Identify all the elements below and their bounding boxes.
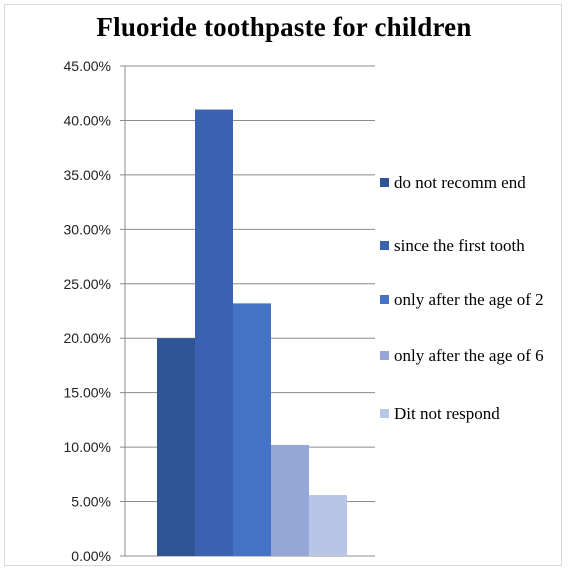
legend-swatch [380,178,389,187]
legend-swatch [380,409,389,418]
legend-swatch [380,295,389,304]
legend-label: do not recomm end [394,173,526,192]
bar-5 [309,495,347,556]
legend-label: since the first tooth [394,236,525,255]
y-tick-label: 25.00% [64,276,111,292]
bar-1 [157,338,195,556]
legend-item: Dit not respond [380,403,568,424]
legend-label: only after the age of 6 [394,346,544,365]
legend-item: only after the age of 2 [380,289,568,310]
y-tick-label: 20.00% [64,330,111,346]
legend-item: do not recomm end [380,172,568,193]
legend-swatch [380,351,389,360]
bar-3 [233,303,271,556]
y-tick-label: 30.00% [64,221,111,237]
legend-item: only after the age of 6 [380,345,568,366]
bar-2 [195,109,233,557]
y-tick-label: 10.00% [64,439,111,455]
y-tick-label: 15.00% [64,385,111,401]
y-tick-label: 35.00% [64,167,111,183]
y-tick-label: 5.00% [71,494,111,510]
legend-item: since the first tooth [380,235,568,256]
bar-4 [271,444,309,556]
legend-label: Dit not respond [394,404,500,423]
y-tick-label: 0.00% [71,548,111,564]
legend-swatch [380,241,389,250]
y-tick-label: 40.00% [64,112,111,128]
y-tick-label: 45.00% [64,58,111,74]
chart-title: Fluoride toothpaste for children [96,12,472,42]
legend-label: only after the age of 2 [394,290,544,309]
